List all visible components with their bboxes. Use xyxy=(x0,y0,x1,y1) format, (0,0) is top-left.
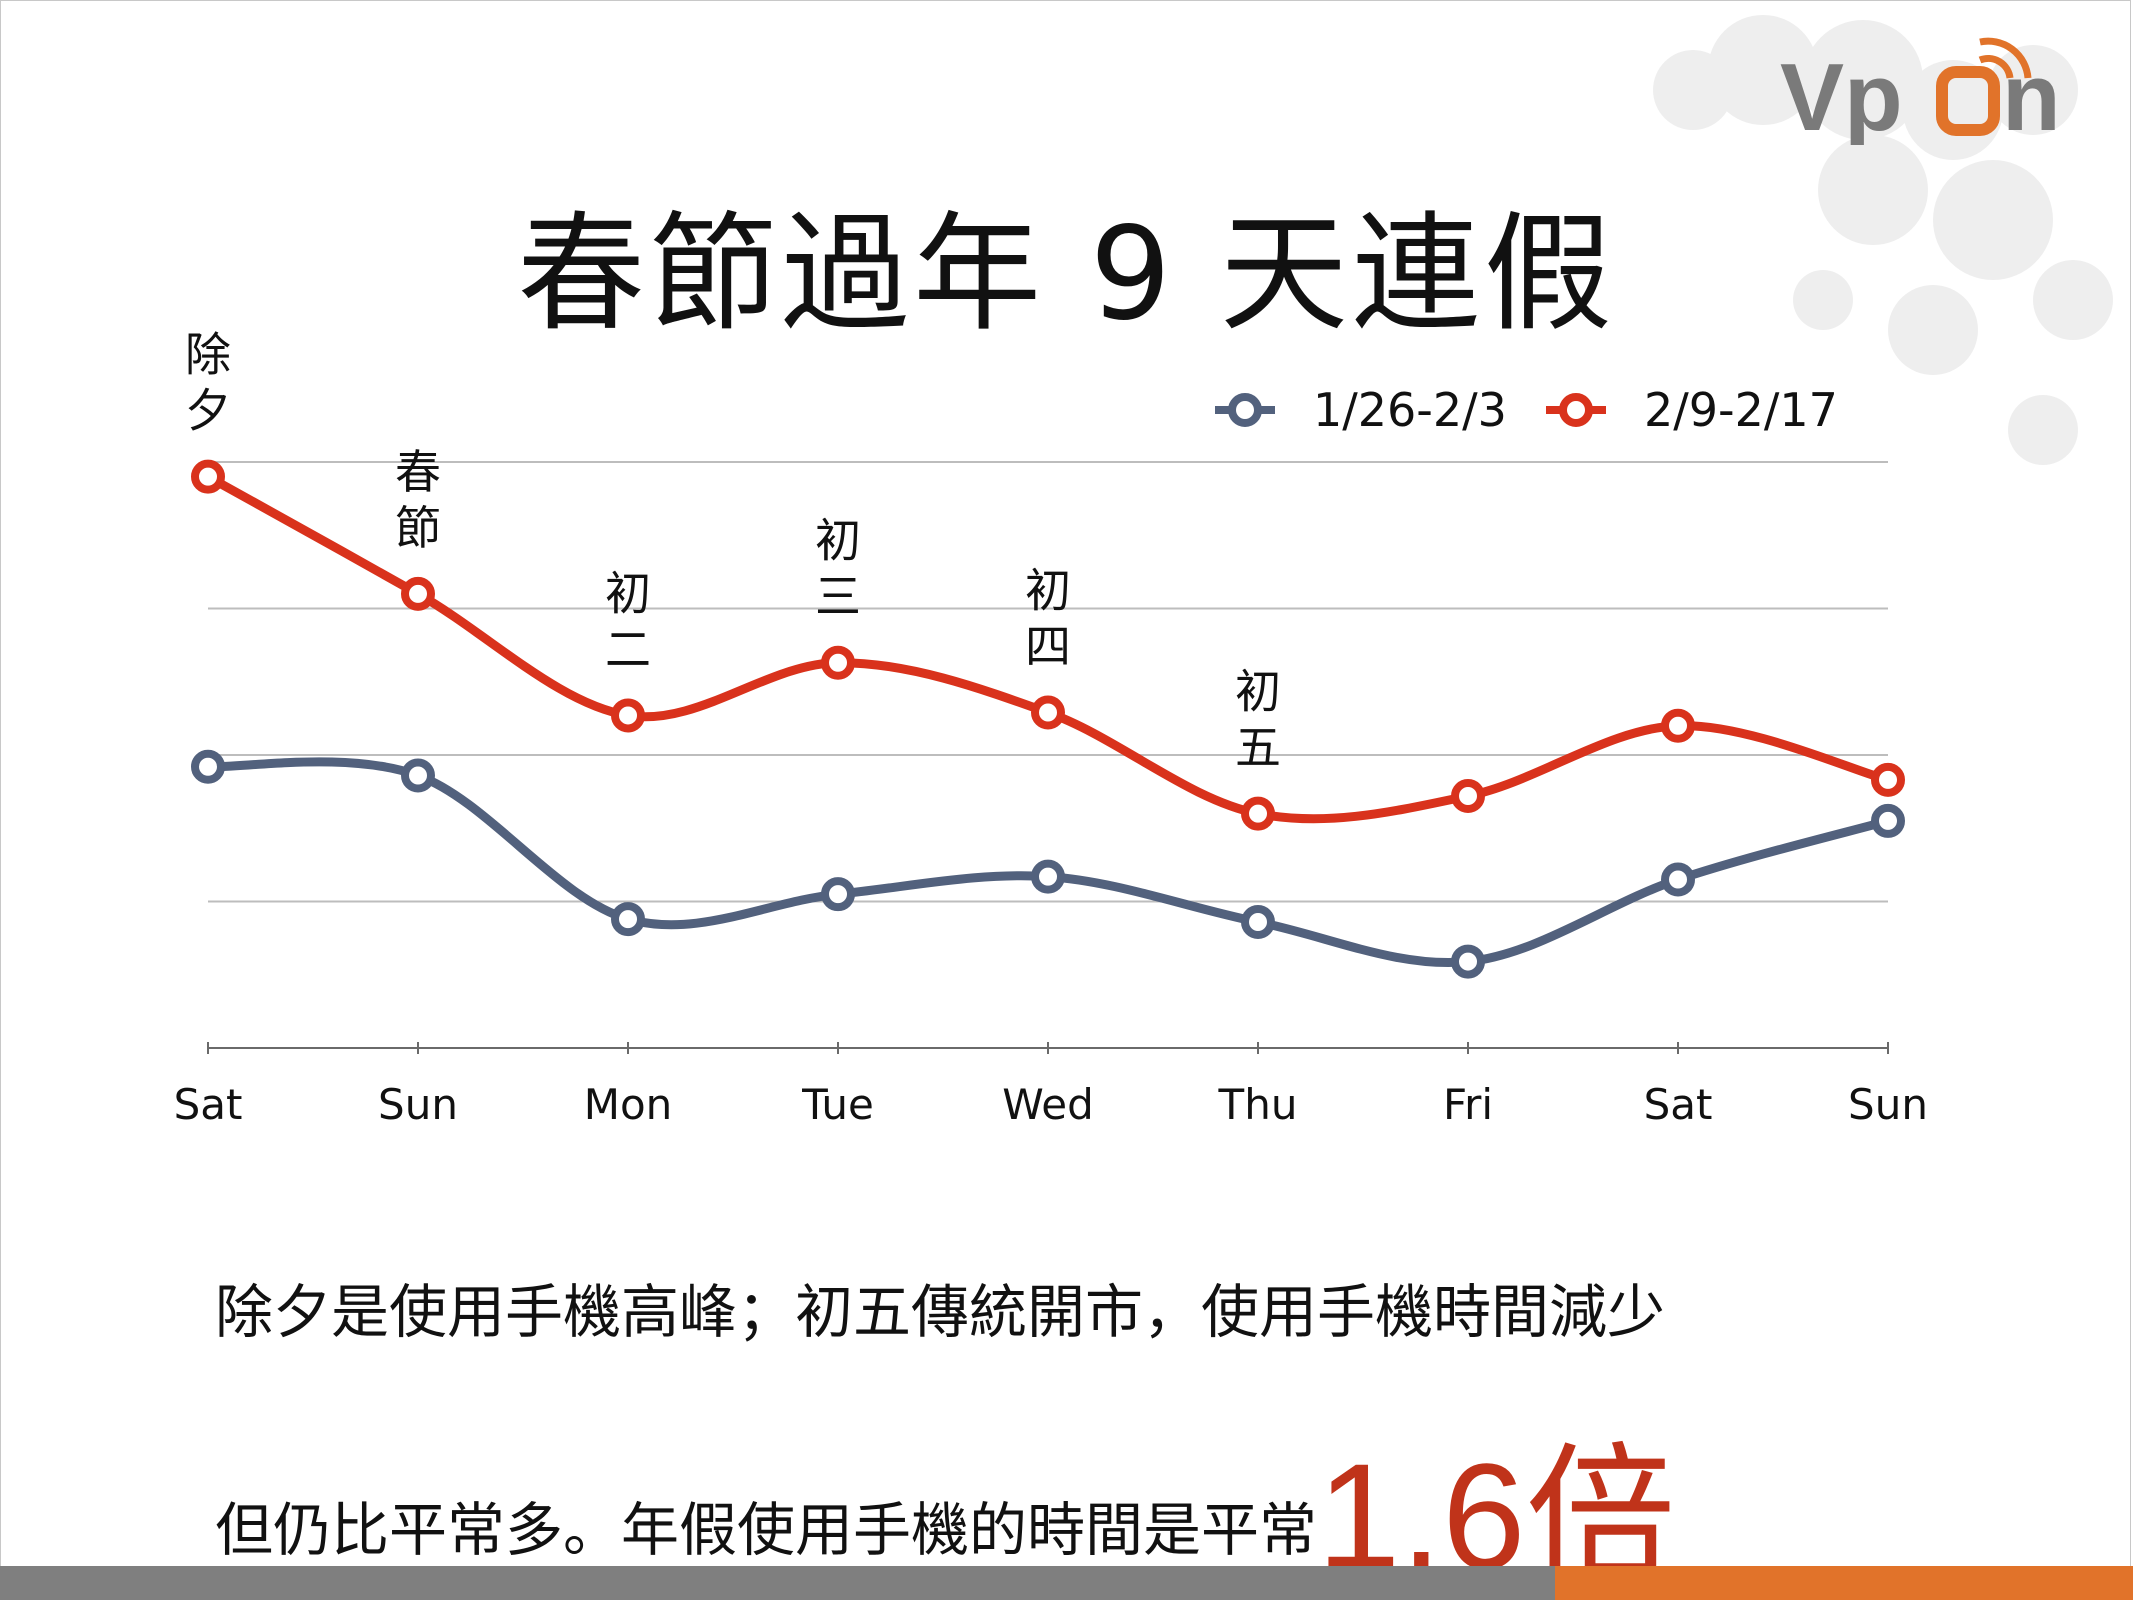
point-annotation: 二 xyxy=(605,622,651,676)
data-point-series-2 xyxy=(1871,762,1905,797)
x-tick-label: Sat xyxy=(174,1080,243,1129)
x-tick-label: Sat xyxy=(1644,1080,1713,1129)
legend-swatch-marker xyxy=(1228,393,1262,427)
data-point-series-1 xyxy=(1031,859,1065,894)
caption-line-1: 除夕是使用手機高峰；初五傳統開市，使用手機時間減少 xyxy=(215,1278,1666,1346)
legend-label: 2/9-2/17 xyxy=(1644,383,1838,437)
data-point-series-2 xyxy=(1031,695,1065,730)
data-point-series-2 xyxy=(611,698,645,733)
data-point-series-1 xyxy=(1661,862,1695,897)
slide-title: 春節過年 9 天連假 xyxy=(517,200,1616,349)
data-point-series-1 xyxy=(401,758,435,793)
x-tick-label: Fri xyxy=(1443,1080,1493,1129)
data-point-series-1 xyxy=(611,902,645,937)
point-annotation: 初 xyxy=(815,514,861,568)
point-annotation: 四 xyxy=(1025,620,1071,674)
point-annotation: 五 xyxy=(1235,721,1281,775)
data-point-series-1 xyxy=(1241,905,1275,940)
point-annotation: 節 xyxy=(395,501,441,555)
point-annotation: 夕 xyxy=(185,384,231,438)
x-tick-label: Thu xyxy=(1218,1080,1298,1129)
legend-label: 1/26-2/3 xyxy=(1313,383,1507,437)
point-annotation: 三 xyxy=(815,570,861,624)
data-point-series-1 xyxy=(1871,803,1905,838)
point-annotation: 春 xyxy=(395,445,441,499)
x-tick-label: Sun xyxy=(1848,1080,1928,1129)
x-tick-label: Tue xyxy=(801,1080,874,1129)
x-tick-label: Mon xyxy=(584,1080,673,1129)
vpon-logo: Vp n xyxy=(1780,37,2061,145)
x-tick-label: Sun xyxy=(378,1080,458,1129)
caption-line-2-text: 但仍比平常多。年假使用手機的時間是平常 xyxy=(215,1496,1318,1564)
svg-text:Vp: Vp xyxy=(1780,44,1903,145)
data-point-series-2 xyxy=(401,576,435,611)
data-point-series-2 xyxy=(821,645,855,680)
data-point-series-2 xyxy=(1451,779,1485,814)
data-point-series-2 xyxy=(1241,796,1275,831)
data-point-series-2 xyxy=(191,459,225,494)
footer-accent-bar xyxy=(1555,1566,2133,1600)
world-map-background xyxy=(1653,15,2113,465)
x-tick-label: Wed xyxy=(1002,1080,1094,1129)
data-point-series-1 xyxy=(821,877,855,912)
point-annotation: 除 xyxy=(185,328,231,382)
legend-swatch-marker xyxy=(1559,393,1593,427)
svg-text:n: n xyxy=(2002,44,2061,145)
data-point-series-2 xyxy=(1661,708,1695,743)
data-point-series-1 xyxy=(191,749,225,784)
signal-icon xyxy=(1936,66,2000,136)
point-annotation: 初 xyxy=(1025,564,1071,618)
point-annotation: 初 xyxy=(1235,665,1281,719)
data-point-series-1 xyxy=(1451,944,1485,979)
point-annotation: 初 xyxy=(605,566,651,620)
